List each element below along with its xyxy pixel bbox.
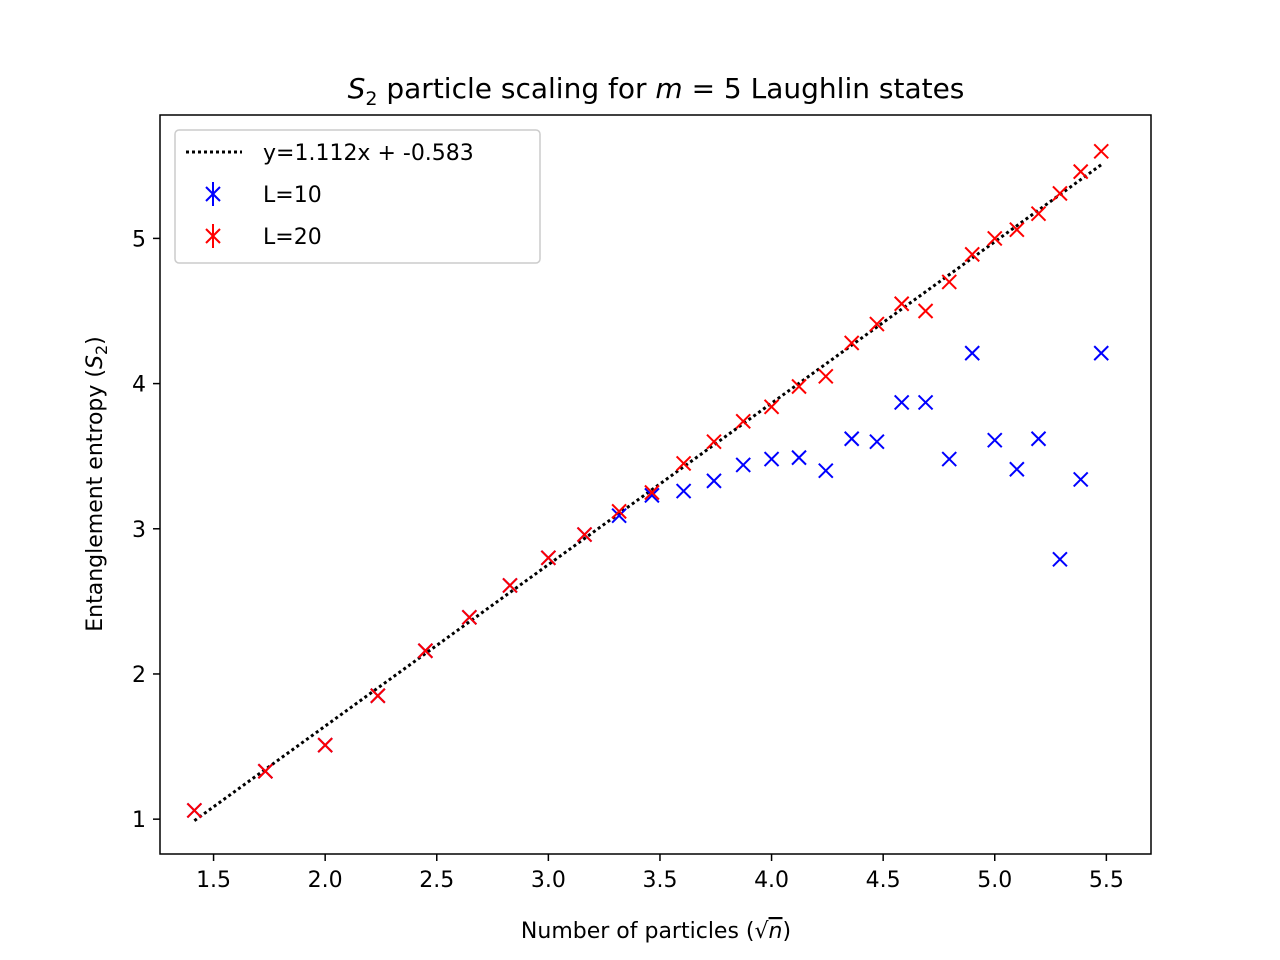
point-l10 (1093, 345, 1109, 361)
point-l10 (987, 432, 1003, 448)
point-l10 (941, 451, 957, 467)
point-l10 (763, 451, 780, 467)
x-tick-label: 4.5 (866, 868, 901, 893)
point-l20 (735, 413, 751, 430)
x-axis-label: Number of particles (√n) (521, 919, 791, 944)
point-l20 (893, 296, 910, 312)
x-tick-label: 3.5 (642, 868, 677, 893)
title-eq: = 5 (683, 72, 742, 105)
point-l10 (644, 487, 660, 504)
point-l20 (706, 433, 722, 450)
point-l20 (964, 246, 980, 263)
point-l20 (317, 737, 333, 753)
point-l10 (1052, 551, 1068, 567)
point-l20 (1072, 163, 1089, 180)
x-tick-label: 2.5 (419, 868, 454, 893)
point-l10 (917, 394, 934, 411)
point-l10 (964, 345, 980, 361)
point-l10 (1030, 431, 1047, 447)
point-l20 (869, 316, 885, 332)
x-tick-label: 3.0 (531, 868, 566, 893)
x-tick-label: 2.0 (308, 868, 343, 893)
legend: y=1.112x + -0.583 L=10 L=20 (174, 129, 541, 264)
point-l10 (706, 473, 722, 489)
title-math-s-sub: 2 (365, 88, 377, 110)
point-l20 (763, 399, 780, 415)
y-axis: 1 2 3 4 5 (132, 227, 160, 833)
title-math-m: m (655, 72, 682, 105)
x-axis: 1.5 2.0 2.5 3.0 3.5 4.0 4.5 5.0 5.5 (196, 854, 1124, 893)
y-tick-label: 1 (132, 808, 146, 833)
x-tick-label: 5.5 (1089, 868, 1124, 893)
point-l10 (843, 431, 860, 447)
fit-line-layer (193, 163, 1103, 822)
point-l10 (675, 483, 692, 499)
title-mid: particle scaling for (377, 72, 655, 105)
point-l10 (735, 457, 751, 473)
point-l20 (1052, 185, 1068, 202)
x-tick-label: 1.5 (196, 868, 231, 893)
point-l20 (257, 763, 274, 779)
legend-l20-label: L=20 (263, 225, 322, 250)
legend-l20-swatch (205, 224, 221, 248)
x-tick-label: 4.0 (754, 868, 789, 893)
point-l20 (644, 484, 660, 501)
legend-l10-label: L=10 (263, 183, 322, 208)
ylabel-close: ) (83, 336, 108, 345)
point-l20 (818, 368, 834, 385)
plot-area (159, 114, 1152, 855)
ylabel-sub: 2 (92, 345, 111, 355)
marks-layer (186, 143, 1109, 819)
y-tick-label: 3 (132, 518, 146, 543)
point-l10 (791, 449, 807, 466)
axes-frame (159, 114, 1152, 855)
point-l20 (917, 303, 934, 319)
title-end: Laughlin states (742, 72, 965, 105)
y-tick-label: 5 (132, 227, 146, 252)
point-l20 (417, 643, 434, 659)
point-l20 (987, 230, 1003, 247)
fit-line (193, 163, 1103, 822)
xlabel-sqrt: √ (755, 919, 770, 944)
x-tick-label: 5.0 (977, 868, 1012, 893)
point-l10 (1009, 461, 1025, 477)
y-tick-label: 4 (132, 373, 146, 398)
point-l10 (869, 433, 885, 450)
point-l20 (576, 526, 593, 543)
point-l20 (461, 609, 478, 626)
point-l20 (791, 378, 807, 395)
point-l20 (843, 335, 860, 351)
xlabel-var: n (769, 919, 783, 944)
point-l20 (502, 577, 518, 594)
point-l20 (1093, 143, 1109, 160)
ylabel-text: Entanglement entropy ( (83, 369, 108, 632)
point-l20 (675, 455, 692, 472)
xlabel-close: ) (782, 919, 791, 944)
point-l20 (1030, 206, 1047, 222)
point-l20 (370, 688, 386, 704)
point-l20 (941, 274, 957, 290)
legend-l10-swatch (205, 182, 221, 206)
point-l10 (1072, 471, 1089, 488)
point-l20 (186, 802, 203, 819)
xlabel-text: Number of particles ( (521, 919, 755, 944)
title-math-s: S (348, 72, 366, 105)
point-l20 (1009, 221, 1025, 238)
point-l10 (818, 463, 834, 479)
chart-title: S2 particle scaling for m = 5 Laughlin s… (348, 72, 965, 110)
legend-frame (174, 129, 541, 264)
legend-fit-label: y=1.112x + -0.583 (263, 141, 474, 166)
point-l20 (540, 550, 557, 566)
point-l10 (893, 394, 910, 411)
y-tick-label: 2 (132, 663, 146, 688)
ylabel-var: S (83, 355, 108, 369)
point-l20 (611, 503, 627, 520)
y-axis-label: Entanglement entropy (S2) (83, 336, 111, 631)
point-l10 (611, 508, 627, 524)
